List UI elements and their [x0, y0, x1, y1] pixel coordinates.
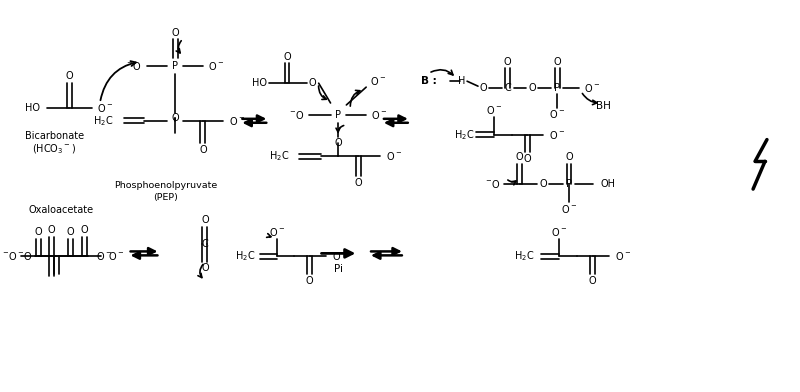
Text: O: O — [354, 178, 362, 188]
Text: O: O — [80, 225, 88, 235]
Text: O$^-$: O$^-$ — [550, 129, 566, 141]
Text: O$^-$: O$^-$ — [229, 115, 245, 127]
Text: O: O — [589, 276, 597, 286]
Text: (HCO$_3$$^-$): (HCO$_3$$^-$) — [33, 143, 77, 156]
Text: O$^-$: O$^-$ — [208, 60, 224, 73]
Text: O$^-$: O$^-$ — [486, 104, 502, 116]
Text: O: O — [66, 71, 73, 81]
Text: O$^-$: O$^-$ — [97, 102, 113, 114]
Text: O$^-$: O$^-$ — [549, 108, 565, 120]
Text: O: O — [171, 113, 179, 123]
Text: $^{-}$O: $^{-}$O — [2, 250, 17, 262]
Text: HO: HO — [25, 103, 40, 113]
Text: O: O — [48, 225, 55, 235]
Text: O: O — [201, 263, 209, 273]
Text: OH: OH — [601, 179, 616, 189]
Text: H: H — [458, 76, 466, 86]
Text: O: O — [306, 276, 314, 286]
Text: O$^-$: O$^-$ — [551, 226, 567, 238]
Text: O: O — [171, 28, 179, 38]
Text: O: O — [34, 227, 42, 237]
Text: H$_2$C: H$_2$C — [234, 249, 255, 263]
Text: HO: HO — [252, 78, 267, 88]
Text: O: O — [309, 78, 317, 88]
Text: P: P — [566, 179, 572, 189]
Text: P: P — [172, 62, 178, 71]
Text: P: P — [554, 83, 560, 93]
Text: O: O — [539, 179, 547, 189]
Text: O$^-$: O$^-$ — [561, 203, 577, 215]
Text: O: O — [334, 138, 342, 147]
Text: C: C — [504, 83, 511, 93]
Text: O$^-$: O$^-$ — [96, 250, 112, 262]
Text: O: O — [554, 57, 561, 67]
Text: H$_2$C: H$_2$C — [94, 114, 114, 128]
Text: O$^-$: O$^-$ — [331, 250, 348, 262]
Text: O: O — [199, 145, 206, 156]
Text: $^{-}$O: $^{-}$O — [289, 109, 304, 121]
Text: $^{-}$O: $^{-}$O — [485, 178, 500, 190]
Text: O: O — [566, 152, 573, 162]
Text: O: O — [516, 152, 523, 162]
Text: O: O — [529, 83, 536, 93]
Text: O: O — [201, 215, 209, 225]
Text: H$_2$C: H$_2$C — [514, 249, 534, 263]
Text: H$_2$C: H$_2$C — [454, 128, 474, 142]
Text: O$^-$: O$^-$ — [370, 75, 386, 87]
Text: $^{-}$O: $^{-}$O — [126, 60, 142, 73]
Text: H$_2$C: H$_2$C — [269, 149, 289, 163]
Text: C: C — [202, 240, 208, 249]
Text: O: O — [504, 57, 511, 67]
Text: O: O — [66, 227, 74, 237]
Text: $^{-}$O: $^{-}$O — [17, 250, 32, 262]
Text: O$^-$: O$^-$ — [371, 109, 387, 121]
Text: B :: B : — [421, 76, 436, 86]
Text: O$^-$: O$^-$ — [386, 151, 402, 162]
Text: O$^-$: O$^-$ — [108, 250, 124, 262]
Text: O$^-$: O$^-$ — [614, 250, 630, 262]
Text: Phosphoenolpyruvate: Phosphoenolpyruvate — [114, 181, 217, 190]
Text: Bicarbonate: Bicarbonate — [25, 131, 84, 141]
Text: Oxaloacetate: Oxaloacetate — [29, 205, 94, 215]
Text: P: P — [335, 110, 342, 120]
Text: O: O — [524, 154, 531, 164]
Text: O$^-$: O$^-$ — [269, 226, 285, 238]
Text: (PEP): (PEP) — [153, 194, 178, 203]
Text: BH: BH — [596, 101, 611, 111]
Text: Pi: Pi — [334, 264, 343, 274]
Text: O: O — [283, 53, 291, 62]
Text: O: O — [479, 83, 486, 93]
Text: O$^-$: O$^-$ — [584, 82, 600, 94]
